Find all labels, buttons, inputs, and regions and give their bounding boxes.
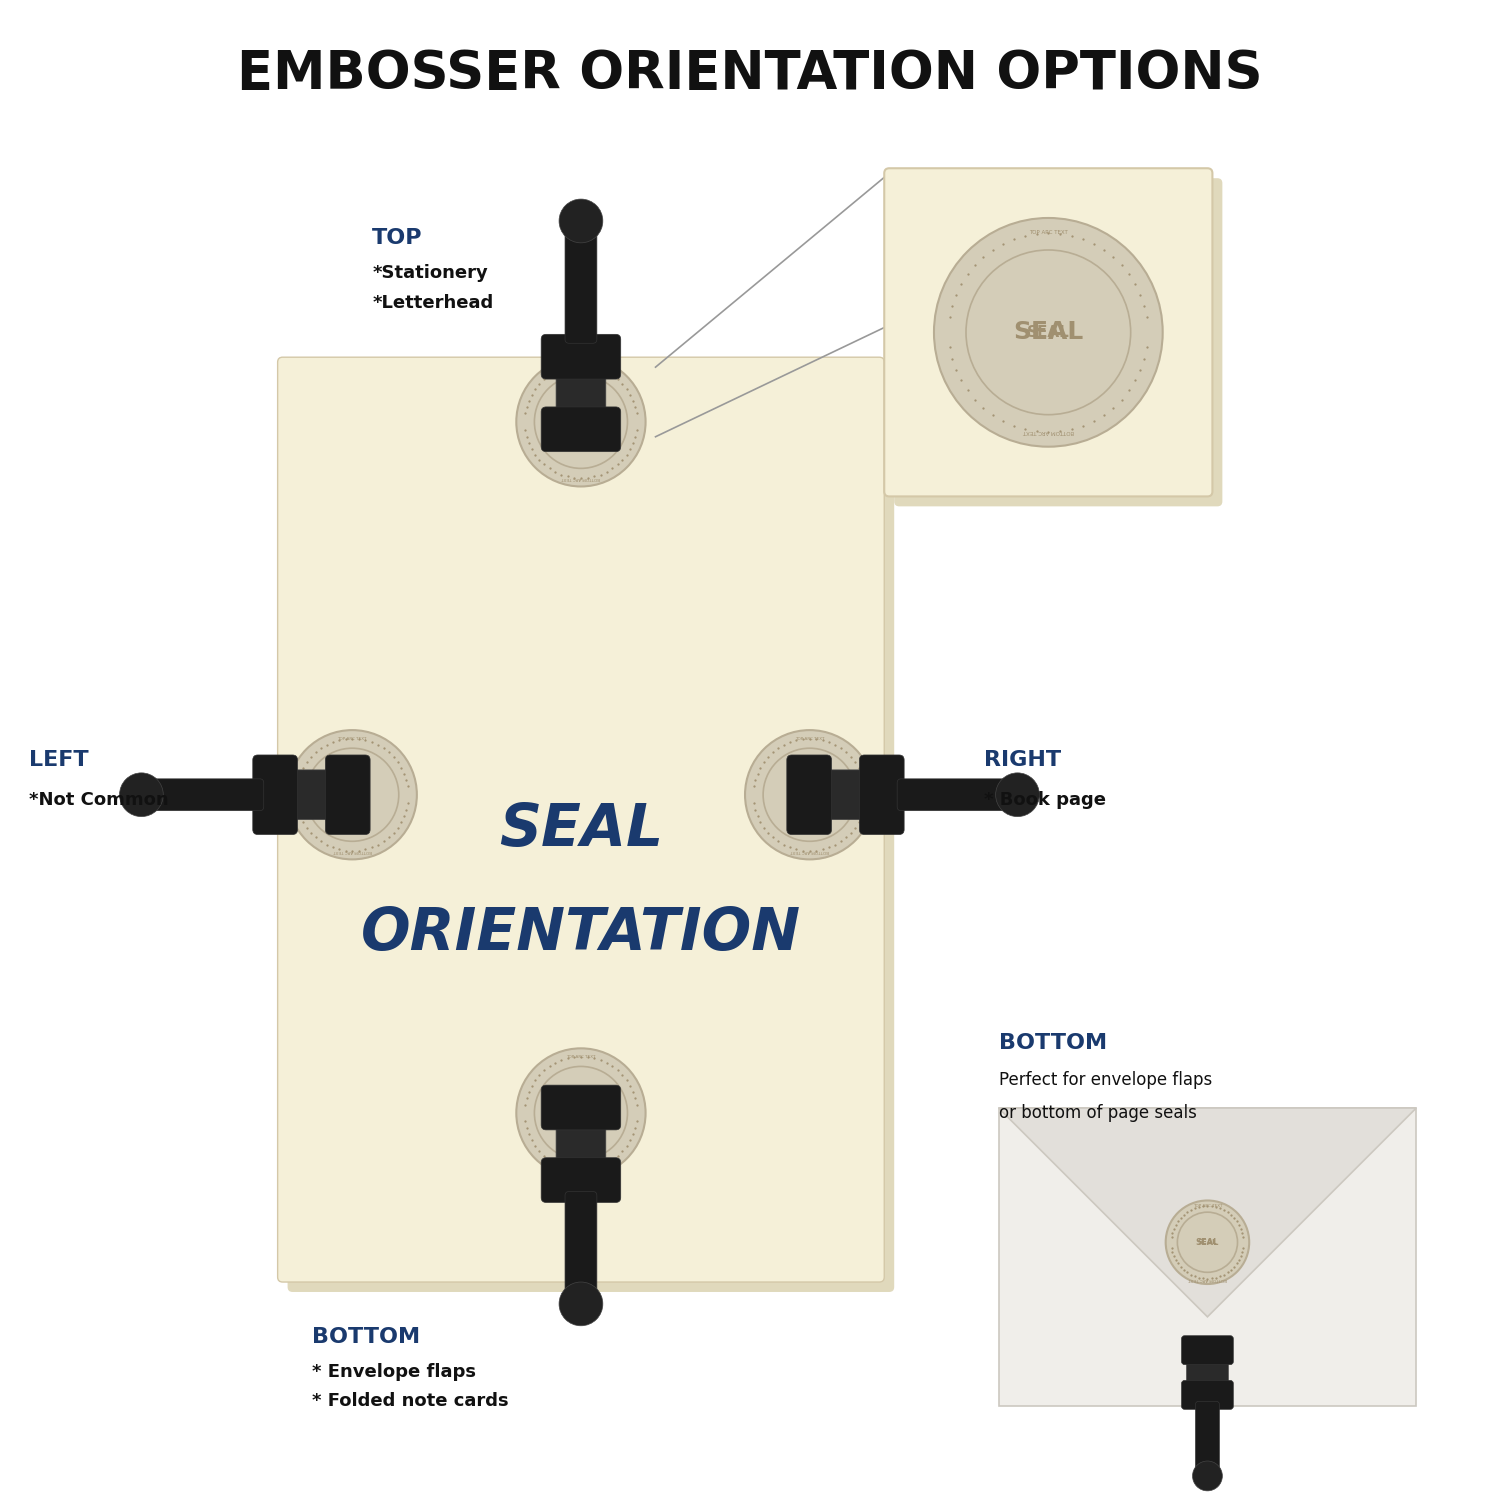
FancyBboxPatch shape — [542, 1084, 621, 1130]
Text: SEAL: SEAL — [570, 1108, 592, 1118]
Text: *Not Common: *Not Common — [28, 790, 168, 808]
Text: SEAL: SEAL — [340, 790, 364, 800]
Polygon shape — [999, 1108, 1416, 1317]
Circle shape — [516, 1048, 645, 1178]
FancyBboxPatch shape — [822, 770, 867, 819]
Text: RIGHT: RIGHT — [984, 750, 1060, 770]
FancyBboxPatch shape — [788, 754, 831, 834]
Circle shape — [746, 730, 874, 860]
Text: TOP ARC TEXT: TOP ARC TEXT — [338, 736, 368, 741]
Circle shape — [120, 772, 164, 816]
FancyBboxPatch shape — [859, 754, 904, 834]
Text: BOTTOM ARC TEXT: BOTTOM ARC TEXT — [1188, 1276, 1227, 1281]
FancyBboxPatch shape — [542, 406, 621, 451]
Text: TOP ARC TEXT: TOP ARC TEXT — [1192, 1204, 1222, 1208]
Text: BOTTOM: BOTTOM — [312, 1326, 420, 1347]
FancyBboxPatch shape — [1182, 1380, 1233, 1410]
FancyBboxPatch shape — [542, 1158, 621, 1203]
Circle shape — [560, 200, 603, 243]
Circle shape — [996, 772, 1039, 816]
Text: SEAL: SEAL — [570, 417, 592, 426]
FancyBboxPatch shape — [1186, 1353, 1228, 1389]
Text: TOP: TOP — [372, 228, 423, 248]
Circle shape — [288, 730, 417, 860]
Text: TOP ARC TEXT: TOP ARC TEXT — [566, 1054, 596, 1059]
Text: *Letterhead: *Letterhead — [372, 294, 494, 312]
Text: SEAL: SEAL — [1197, 1239, 1216, 1245]
Circle shape — [560, 1282, 603, 1326]
Text: BOTTOM ARC TEXT: BOTTOM ARC TEXT — [561, 476, 600, 480]
Text: * Folded note cards: * Folded note cards — [312, 1392, 509, 1410]
Text: SEAL: SEAL — [798, 790, 822, 800]
FancyBboxPatch shape — [278, 357, 884, 1282]
FancyBboxPatch shape — [897, 778, 1024, 810]
Text: TOP ARC TEXT: TOP ARC TEXT — [1029, 231, 1068, 236]
Text: BOTTOM ARC TEXT: BOTTOM ARC TEXT — [333, 849, 372, 853]
Text: or bottom of page seals: or bottom of page seals — [999, 1104, 1197, 1122]
FancyBboxPatch shape — [1182, 1335, 1233, 1365]
FancyBboxPatch shape — [999, 1108, 1416, 1407]
FancyBboxPatch shape — [566, 1191, 597, 1310]
FancyBboxPatch shape — [1196, 1401, 1219, 1479]
Circle shape — [1166, 1200, 1250, 1284]
Circle shape — [934, 217, 1162, 447]
Text: BOTTOM: BOTTOM — [999, 1034, 1107, 1053]
Text: ORIENTATION: ORIENTATION — [362, 906, 801, 963]
FancyBboxPatch shape — [556, 370, 606, 417]
Text: SEAL: SEAL — [1013, 321, 1083, 345]
Circle shape — [1192, 1461, 1222, 1491]
FancyBboxPatch shape — [566, 226, 597, 344]
Text: TOP ARC TEXT: TOP ARC TEXT — [795, 736, 825, 741]
Text: TOP ARC TEXT: TOP ARC TEXT — [566, 363, 596, 368]
FancyBboxPatch shape — [288, 770, 333, 819]
Text: LEFT: LEFT — [28, 750, 88, 770]
Text: Perfect for envelope flaps: Perfect for envelope flaps — [999, 1071, 1212, 1089]
FancyBboxPatch shape — [288, 368, 894, 1292]
FancyBboxPatch shape — [556, 1122, 606, 1167]
Text: *Stationery: *Stationery — [372, 264, 488, 282]
Text: * Book page: * Book page — [984, 790, 1106, 808]
Text: SEAL: SEAL — [500, 801, 663, 858]
FancyBboxPatch shape — [254, 754, 297, 834]
Text: SEAL: SEAL — [1196, 1238, 1219, 1246]
Text: * Envelope flaps: * Envelope flaps — [312, 1362, 477, 1380]
Text: BOTTOM ARC TEXT: BOTTOM ARC TEXT — [561, 1167, 600, 1172]
FancyBboxPatch shape — [884, 168, 1212, 497]
FancyBboxPatch shape — [326, 754, 370, 834]
Text: BOTTOM ARC TEXT: BOTTOM ARC TEXT — [790, 849, 830, 853]
Text: SEAL: SEAL — [1028, 326, 1069, 340]
FancyBboxPatch shape — [894, 178, 1222, 507]
Text: EMBOSSER ORIENTATION OPTIONS: EMBOSSER ORIENTATION OPTIONS — [237, 48, 1263, 100]
FancyBboxPatch shape — [542, 334, 621, 380]
FancyBboxPatch shape — [136, 778, 264, 810]
Text: BOTTOM ARC TEXT: BOTTOM ARC TEXT — [1023, 429, 1074, 435]
Circle shape — [516, 357, 645, 486]
